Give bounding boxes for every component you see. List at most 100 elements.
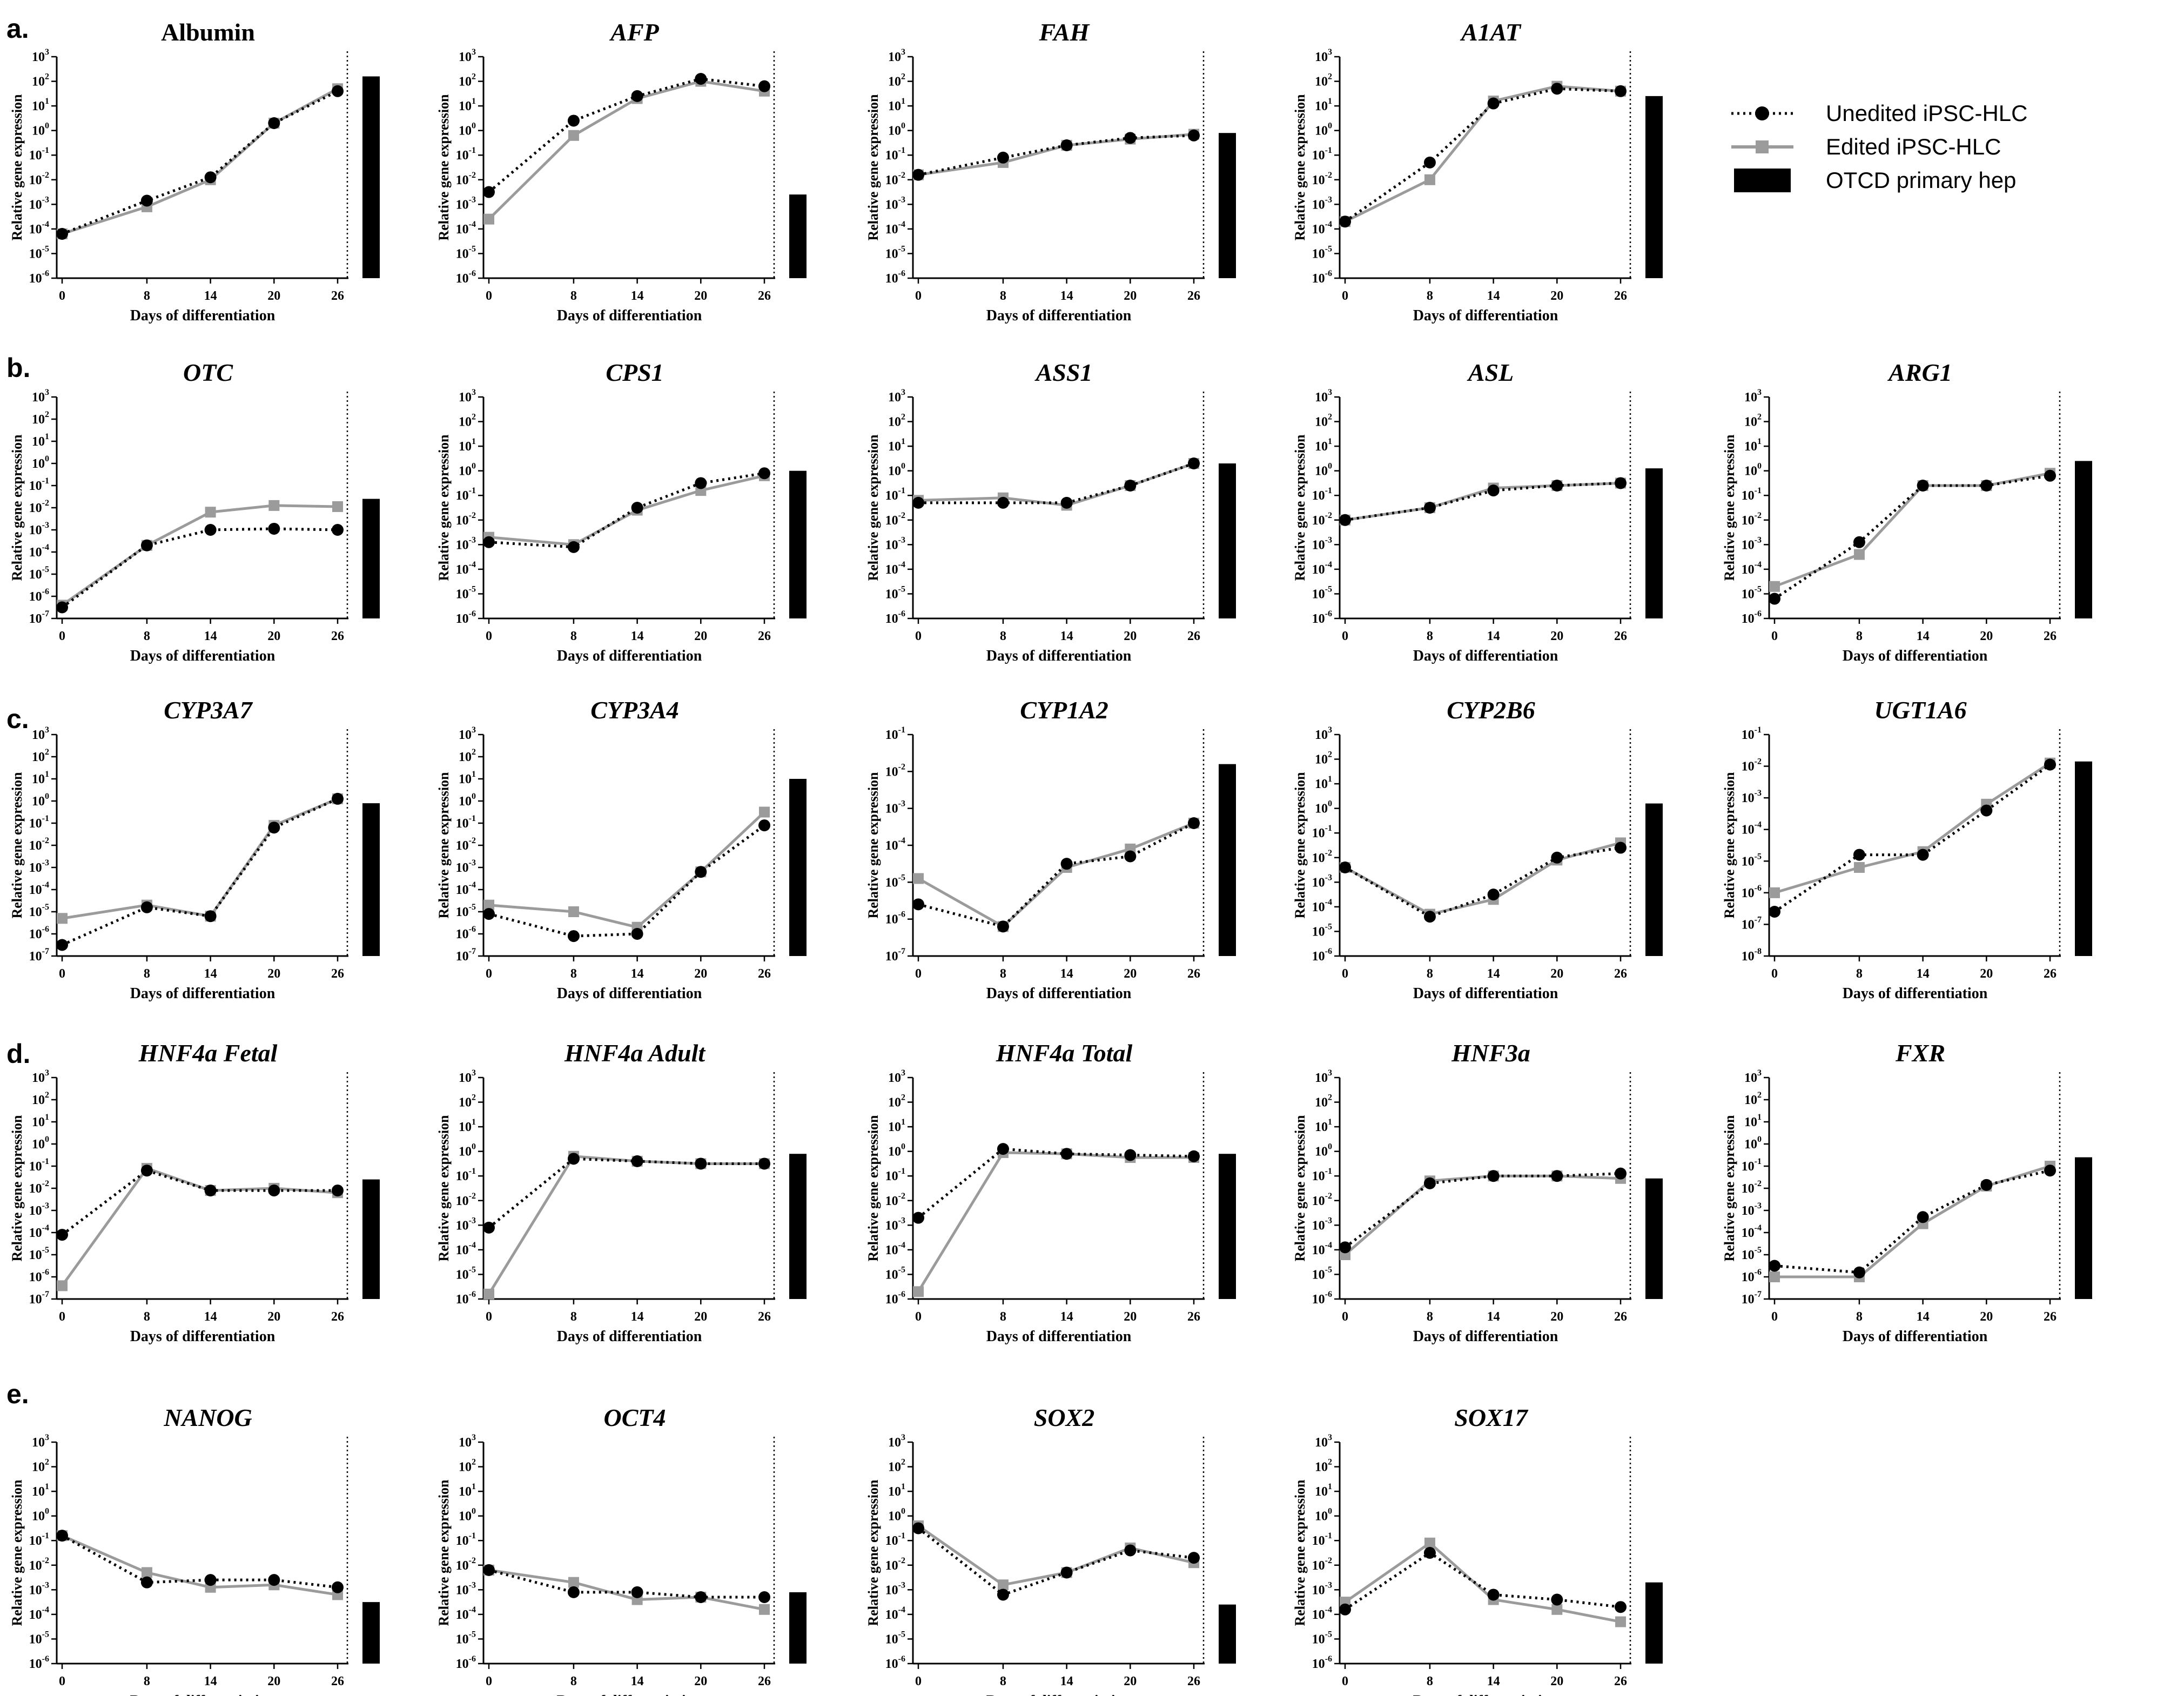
chart-title: FXR bbox=[1895, 1039, 1945, 1067]
y-tick-label: 103 bbox=[1315, 388, 1332, 405]
y-tick-label: 100 bbox=[888, 1507, 905, 1524]
point-unedited bbox=[997, 496, 1009, 509]
x-tick-label: 8 bbox=[144, 1674, 150, 1688]
y-tick-label: 10-5 bbox=[885, 584, 905, 601]
point-unedited bbox=[204, 1574, 217, 1586]
x-tick-label: 20 bbox=[267, 289, 280, 303]
y-tick-label: 10-1 bbox=[885, 486, 905, 503]
point-unedited bbox=[140, 901, 153, 913]
point-unedited bbox=[758, 819, 770, 832]
y-tick-label: 100 bbox=[1315, 799, 1332, 816]
y-tick-label: 10-4 bbox=[29, 543, 49, 560]
y-tick-label: 10-4 bbox=[885, 836, 905, 853]
y-tick-label: 10-4 bbox=[885, 1605, 905, 1622]
y-tick-label: 100 bbox=[32, 1507, 49, 1524]
y-tick-label: 10-3 bbox=[456, 1216, 476, 1233]
y-tick-label: 101 bbox=[888, 97, 905, 113]
point-unedited bbox=[268, 822, 280, 834]
y-tick-label: 101 bbox=[888, 1118, 905, 1134]
y-tick-label: 10-4 bbox=[1742, 820, 1762, 837]
y-tick-label: 101 bbox=[459, 437, 476, 454]
chart-title: ARG1 bbox=[1887, 359, 1952, 386]
point-unedited bbox=[1423, 156, 1436, 169]
series-line-edited bbox=[918, 133, 1194, 177]
y-tick-label: 10-3 bbox=[1312, 1580, 1332, 1597]
x-tick-label: 20 bbox=[267, 629, 280, 643]
x-tick-label: 0 bbox=[915, 1674, 922, 1688]
y-tick-label: 101 bbox=[32, 770, 49, 786]
y-axis-label: Relative gene expression bbox=[436, 434, 452, 581]
series-line-unedited bbox=[918, 462, 1194, 504]
y-tick-label: 10-6 bbox=[29, 587, 49, 604]
point-edited bbox=[1769, 1271, 1780, 1282]
y-tick-label: 103 bbox=[888, 1433, 905, 1450]
chart-panel-oct4: OCT4 10-6 10-5 10-4 10-3 10-2 10-1 100 101 102 103… bbox=[436, 1404, 807, 1696]
point-unedited bbox=[1124, 132, 1137, 144]
y-tick-label: 103 bbox=[459, 1068, 476, 1085]
y-tick-label: 10-2 bbox=[1312, 511, 1332, 528]
chart-panel-asl: ASL 10-6 10-5 10-4 10-3 10-2 10-1 100 101 102 103 0… bbox=[1292, 359, 1663, 664]
y-tick-label: 103 bbox=[1744, 388, 1762, 405]
chart-title: AFP bbox=[609, 18, 659, 46]
series-line-edited bbox=[487, 1155, 764, 1295]
chart-title: SOX17 bbox=[1454, 1404, 1528, 1431]
series-line-edited bbox=[917, 1151, 1194, 1293]
x-tick-label: 14 bbox=[1487, 629, 1500, 643]
x-tick-label: 0 bbox=[59, 1674, 65, 1688]
y-tick-label: 101 bbox=[32, 432, 49, 449]
x-tick-label: 8 bbox=[144, 629, 150, 643]
point-unedited bbox=[1769, 906, 1780, 918]
point-unedited bbox=[1188, 129, 1200, 142]
point-unedited bbox=[1615, 1167, 1627, 1180]
y-tick-label: 10-1 bbox=[456, 146, 476, 163]
y-tick-label: 10-4 bbox=[29, 880, 49, 897]
chart-panel-ass1: ASS1 10-6 10-5 10-4 10-3 10-2 10-1 100 101 102 103… bbox=[865, 359, 1236, 664]
point-unedited bbox=[1124, 480, 1137, 492]
chart-title: A1AT bbox=[1460, 18, 1522, 46]
point-unedited bbox=[1188, 1552, 1200, 1564]
y-axis-label: Relative gene expression bbox=[9, 1115, 25, 1262]
series-line-unedited bbox=[488, 824, 765, 938]
y-tick-label: 10-4 bbox=[1312, 560, 1332, 577]
point-unedited bbox=[1188, 817, 1200, 829]
x-axis-label: Days of differentiation bbox=[130, 1328, 275, 1345]
y-tick-label: 10-2 bbox=[1742, 757, 1762, 774]
y-tick-label: 102 bbox=[888, 1458, 905, 1475]
y-tick-label: 10-6 bbox=[1312, 1654, 1332, 1671]
x-axis-label: Days of differentiation bbox=[557, 985, 702, 1002]
y-tick-label: 10-3 bbox=[1312, 1216, 1332, 1233]
x-tick-label: 0 bbox=[59, 629, 65, 643]
y-tick-label: 101 bbox=[1315, 775, 1332, 791]
x-tick-label: 14 bbox=[204, 967, 217, 981]
chart-panel-fah: FAH 10-6 10-5 10-4 10-3 10-2 10-1 100 101 102 103 0… bbox=[865, 18, 1236, 324]
y-tick-label: 10-6 bbox=[1742, 609, 1762, 626]
y-tick-label: 101 bbox=[888, 1482, 905, 1499]
point-edited bbox=[913, 1286, 924, 1297]
series-line-unedited bbox=[61, 1534, 338, 1589]
x-tick-label: 8 bbox=[1000, 967, 1006, 981]
x-tick-label: 0 bbox=[915, 967, 922, 981]
x-tick-label: 26 bbox=[2044, 967, 2057, 981]
chart-title: ASL bbox=[1467, 359, 1514, 386]
chart-title: CYP3A4 bbox=[590, 696, 679, 724]
y-tick-label: 102 bbox=[459, 413, 476, 429]
y-tick-label: 10-5 bbox=[456, 244, 476, 261]
y-tick-label: 10-4 bbox=[885, 1241, 905, 1257]
y-tick-label: 10-2 bbox=[885, 171, 905, 187]
y-tick-label: 10-1 bbox=[29, 1157, 49, 1174]
y-tick-label: 100 bbox=[32, 792, 49, 809]
y-tick-label: 103 bbox=[888, 1068, 905, 1085]
point-unedited bbox=[1980, 804, 1993, 817]
bar-otcd-primary-hep bbox=[2075, 761, 2092, 956]
point-unedited bbox=[1423, 502, 1436, 514]
x-tick-label: 20 bbox=[1980, 629, 1993, 643]
series-line-unedited bbox=[1773, 474, 2051, 600]
bar-otcd-primary-hep bbox=[789, 1592, 807, 1664]
point-unedited bbox=[483, 1564, 495, 1576]
x-axis-label: Days of differentiation bbox=[986, 1328, 1132, 1345]
point-unedited bbox=[758, 80, 770, 92]
y-tick-label: 10-2 bbox=[456, 511, 476, 528]
series-line-edited bbox=[917, 1524, 1194, 1586]
chart-title: FAH bbox=[1039, 18, 1090, 46]
x-tick-label: 14 bbox=[1487, 1310, 1500, 1324]
